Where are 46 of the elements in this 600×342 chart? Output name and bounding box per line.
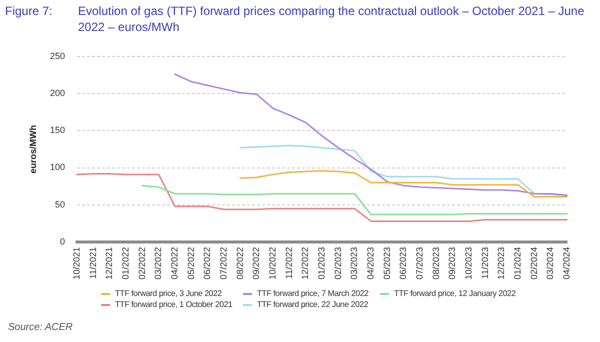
y-tick-label: 200 (50, 88, 65, 98)
x-tick-label: 01/2022 (120, 247, 130, 280)
legend-label: TTF forward price, 12 January 2022 (394, 289, 516, 299)
y-tick-label: 100 (50, 162, 65, 172)
x-tick-label: 12/2023 (496, 247, 506, 280)
source-note: Source: ACER (8, 322, 73, 333)
x-tick-label: 10/2021 (71, 247, 82, 280)
chart-title: Evolution of gas (TTF) forward prices comparing the contractual outlook – October 2021 – June 2022 – euros/MWh (78, 3, 586, 35)
x-tick-label: 11/2021 (88, 247, 98, 279)
legend-label: TTF forward price, 22 June 2022 (257, 300, 368, 310)
x-tick-label: 07/2022 (218, 247, 228, 280)
x-tick-label: 12/2021 (104, 247, 114, 280)
x-tick-label: 05/2022 (186, 247, 196, 280)
x-tick-label: 12/2022 (300, 247, 310, 280)
legend-label: TTF forward price, 3 June 2022 (115, 289, 222, 299)
x-tick-label: 04/2023 (365, 247, 376, 280)
x-tick-label: 02/2022 (136, 247, 147, 280)
legend-label: TTF forward price, 1 October 2021 (115, 300, 232, 310)
x-tick-label: 08/2022 (234, 247, 245, 280)
x-tick-label: 06/2023 (398, 247, 408, 280)
x-tick-label: 11/2022 (284, 247, 294, 279)
x-tick-label: 08/2023 (430, 247, 441, 280)
x-tick-label: 07/2023 (414, 247, 424, 280)
y-tick-label: 50 (54, 199, 65, 210)
x-tick-label: 09/2022 (251, 247, 262, 280)
y-tick-label: 250 (50, 50, 65, 61)
x-tick-label: 10/2022 (267, 247, 278, 280)
x-tick-label: 01/2024 (512, 247, 522, 280)
x-tick-label: 04/2024 (561, 247, 572, 280)
x-tick-label: 10/2023 (463, 247, 474, 280)
x-tick-label: 03/2023 (349, 247, 360, 280)
x-tick-label: 02/2023 (332, 247, 343, 280)
x-tick-label: 04/2022 (169, 247, 180, 280)
x-tick-label: 09/2023 (447, 247, 458, 280)
x-tick-label: 03/2022 (153, 247, 164, 280)
x-tick-label: 01/2023 (316, 247, 326, 280)
y-tick-label: 0 (60, 236, 65, 246)
caption: Figure 7: (5, 3, 52, 19)
x-tick-label: 03/2024 (545, 247, 556, 280)
x-tick-label: 05/2023 (382, 247, 392, 280)
legend-label: TTF forward price, 7 March 2022 (257, 289, 368, 299)
y-tick-label: 150 (50, 125, 65, 136)
x-tick-label: 02/2024 (528, 247, 539, 280)
x-tick-label: 06/2022 (202, 247, 212, 280)
y-axis-title: euros/MWh (28, 124, 38, 174)
x-tick-label: 11/2023 (480, 247, 490, 279)
